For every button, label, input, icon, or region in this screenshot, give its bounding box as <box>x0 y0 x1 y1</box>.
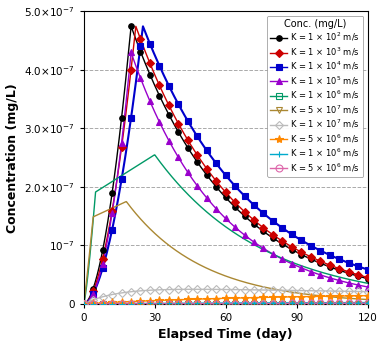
Y-axis label: Concentration (mg/L): Concentration (mg/L) <box>6 83 18 232</box>
Legend: K = 1 × 10$^{2}$ m/s, K = 1 × 10$^{3}$ m/s, K = 1 × 10$^{4}$ m/s, K = 1 × 10$^{5: K = 1 × 10$^{2}$ m/s, K = 1 × 10$^{3}$ m… <box>267 16 363 177</box>
X-axis label: Elapsed Time (day): Elapsed Time (day) <box>158 329 293 341</box>
